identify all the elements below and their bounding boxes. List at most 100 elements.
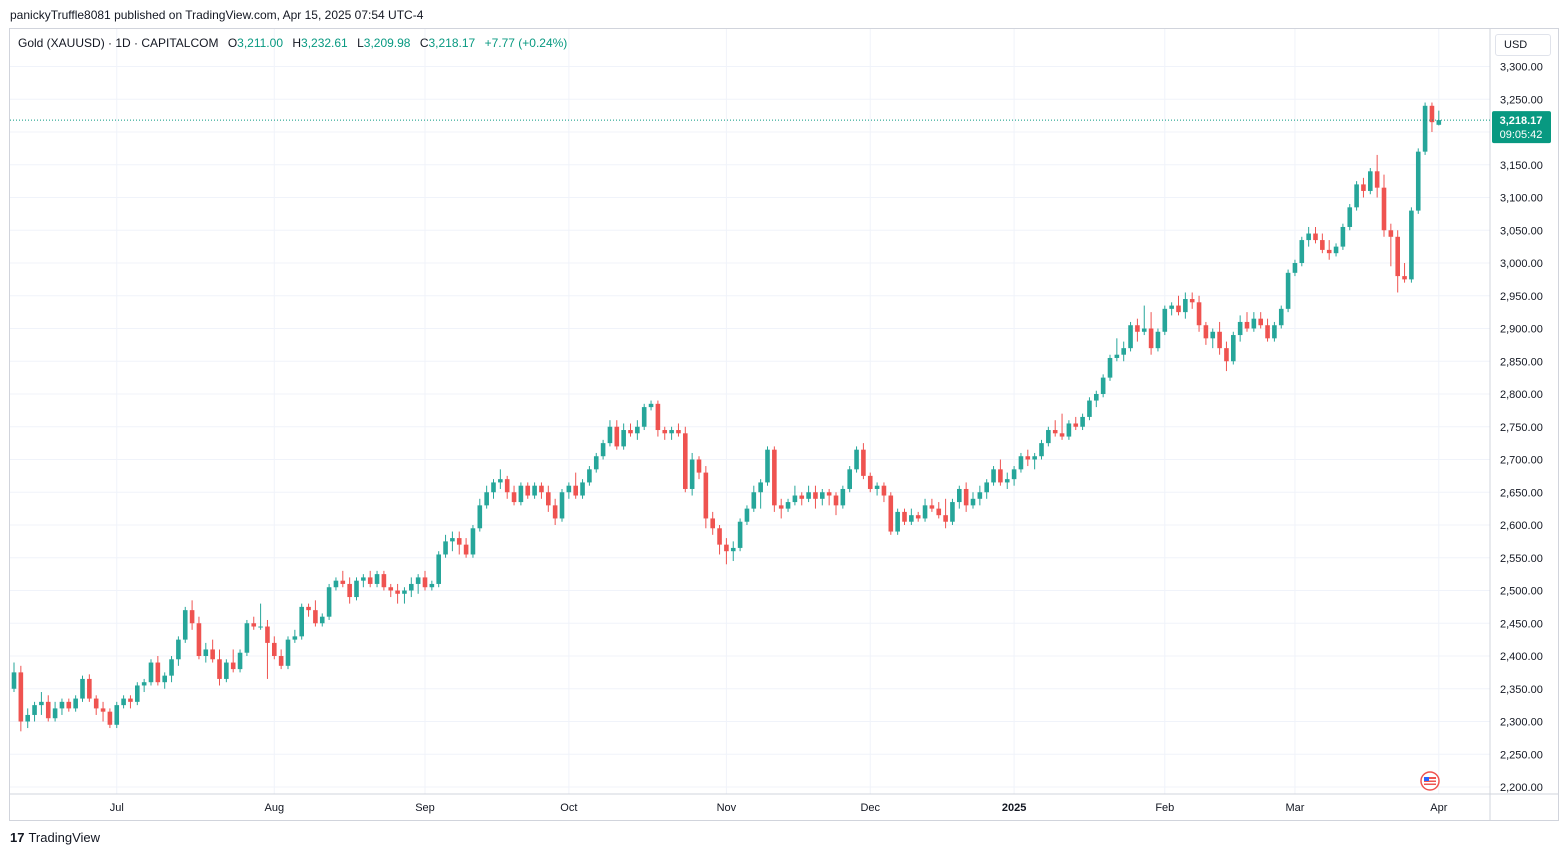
candle-down <box>306 606 311 611</box>
candle-down <box>272 642 277 656</box>
candle-down <box>1196 302 1202 326</box>
candle-up <box>957 488 962 503</box>
candle-up <box>470 528 476 555</box>
x-tick-label: Nov <box>717 802 737 814</box>
candle-up <box>785 502 791 509</box>
y-tick-label: 2,250.00 <box>1500 749 1543 761</box>
x-tick-label: Aug <box>265 802 285 814</box>
candle-up <box>758 482 763 493</box>
candle-up <box>1066 423 1072 437</box>
candle-up <box>39 701 44 706</box>
candle-up <box>621 430 626 447</box>
candle-up <box>1114 354 1120 358</box>
candle-up <box>909 515 914 522</box>
candle-up <box>1278 308 1284 326</box>
candle-up <box>1141 328 1147 332</box>
x-tick-label: Oct <box>560 802 577 814</box>
candle-up <box>1039 443 1044 457</box>
candle-down <box>66 701 72 709</box>
candle-up <box>135 685 140 702</box>
candle-up <box>737 521 743 548</box>
candle-up <box>1162 308 1168 332</box>
close-readout: C3,218.17 <box>419 36 476 50</box>
currency-selector[interactable]: USD <box>1495 34 1551 56</box>
last-price-label: 3,218.17 <box>1500 115 1543 127</box>
candle-up <box>1409 210 1414 280</box>
candle-up <box>792 495 798 503</box>
candle-up <box>299 606 304 637</box>
candle-up <box>991 469 996 483</box>
candle-down <box>902 511 907 522</box>
us-flag-stripe-icon <box>1424 782 1436 784</box>
candle-up <box>1183 299 1188 313</box>
candle-down <box>936 508 942 516</box>
candle-up <box>121 698 126 706</box>
candle-up <box>820 492 825 499</box>
candle-up <box>1306 233 1311 241</box>
candle-down <box>724 544 729 552</box>
candle-up <box>1087 400 1092 417</box>
candle-up <box>1121 348 1126 355</box>
candle-up <box>1032 456 1037 460</box>
candle-down <box>1429 105 1435 123</box>
high-readout: H3,232.61 <box>292 36 348 50</box>
candle-up <box>854 449 859 470</box>
us-flag-stripe-icon <box>1424 779 1436 781</box>
candle-down <box>1326 249 1332 254</box>
candle-down <box>1320 240 1325 250</box>
candle-down <box>867 475 873 489</box>
candle-up <box>566 485 572 493</box>
y-tick-label: 2,950.00 <box>1500 291 1543 303</box>
candle-up <box>765 449 770 483</box>
candle-up <box>1018 456 1024 470</box>
candle-up <box>984 482 989 493</box>
candle-up <box>361 577 366 581</box>
candle-down <box>683 433 688 489</box>
publisher-line: panickyTruffle8081 published on TradingV… <box>10 8 424 22</box>
bar-countdown-label: 09:05:42 <box>1500 129 1543 141</box>
candle-down <box>45 701 51 719</box>
candle-up <box>285 639 291 666</box>
candle-down <box>1313 233 1318 241</box>
candle-down <box>230 662 236 670</box>
candle-up <box>1368 171 1373 191</box>
candle-down <box>1258 318 1263 326</box>
candle-down <box>888 495 894 532</box>
candle-up <box>1107 357 1113 378</box>
candle-up <box>450 538 455 542</box>
candle-up <box>354 580 359 598</box>
candle-down <box>107 711 113 725</box>
us-flag-canton-icon <box>1424 777 1429 781</box>
tradingview-logo[interactable]: 17 TradingView <box>10 830 100 845</box>
candle-up <box>1285 272 1291 309</box>
change-readout: +7.77 (+0.24%) <box>484 36 568 50</box>
candle-down <box>826 492 832 496</box>
candle-up <box>744 508 750 522</box>
candle-up <box>1011 469 1017 480</box>
candle-up <box>607 426 613 444</box>
candle-down <box>1189 299 1195 303</box>
candle-down <box>943 515 948 522</box>
y-tick-label: 2,800.00 <box>1500 389 1543 401</box>
candle-down <box>1244 321 1250 329</box>
symbol-label: Gold (XAUUSD) · 1D · CAPITALCOM <box>18 36 219 50</box>
candle-down <box>367 577 373 584</box>
candle-down <box>861 449 866 476</box>
candle-up <box>847 469 852 489</box>
candle-up <box>114 705 120 725</box>
candle-down <box>422 577 428 588</box>
candle-up <box>532 485 537 496</box>
candle-down <box>628 430 633 434</box>
candle-down <box>1361 184 1366 191</box>
candle-up <box>641 407 647 427</box>
y-tick-label: 2,650.00 <box>1500 487 1543 499</box>
candle-down <box>278 656 284 666</box>
candle-down <box>813 492 818 499</box>
candle-down <box>265 626 270 643</box>
candle-down <box>340 580 346 584</box>
y-tick-label: 2,350.00 <box>1500 684 1543 696</box>
x-tick-label: Apr <box>1430 802 1447 814</box>
candle-up <box>415 577 421 584</box>
candle-up <box>730 547 736 552</box>
